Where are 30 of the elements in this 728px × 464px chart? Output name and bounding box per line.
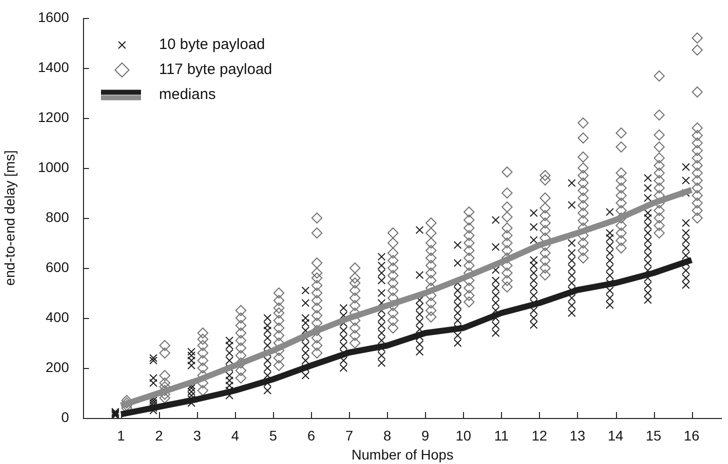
x-tick-label: 12 — [532, 427, 548, 444]
y-axis-title: end-to-end delay [ms] — [1, 150, 18, 286]
x-tick-label: 1 — [117, 427, 126, 444]
x-tick-label: 4 — [231, 427, 240, 444]
x-tick-label: 3 — [193, 427, 202, 444]
x-tick-label: 16 — [684, 427, 700, 444]
x-tick-label: 10 — [456, 427, 472, 444]
x-tick-label: 8 — [383, 427, 392, 444]
legend-label: 117 byte payload — [159, 61, 272, 78]
x-tick-label: 11 — [494, 427, 509, 444]
y-tick-label: 800 — [46, 208, 70, 225]
x-tick-label: 5 — [269, 427, 278, 444]
y-tick-label: 0 — [61, 408, 70, 425]
x-tick-label: 15 — [646, 427, 662, 444]
x-tick-label: 13 — [570, 427, 586, 444]
x-tick-label: 6 — [307, 427, 316, 444]
y-tick-label: 1600 — [38, 8, 70, 25]
x-tick-label: 14 — [608, 427, 624, 444]
y-tick-label: 600 — [46, 258, 70, 275]
x-axis-title: Number of Hops — [352, 446, 454, 462]
legend-label: medians — [159, 86, 216, 104]
x-tick-label: 7 — [345, 427, 354, 444]
legend-label: 10 byte payload — [159, 36, 265, 54]
y-tick-label: 1000 — [38, 158, 70, 175]
x-tick-label: 2 — [155, 427, 164, 444]
y-tick-label: 400 — [46, 308, 70, 325]
x-tick-label: 9 — [421, 427, 430, 444]
y-tick-label: 1400 — [38, 58, 70, 75]
y-tick-label: 1200 — [38, 108, 70, 125]
y-tick-label: 200 — [46, 358, 70, 375]
